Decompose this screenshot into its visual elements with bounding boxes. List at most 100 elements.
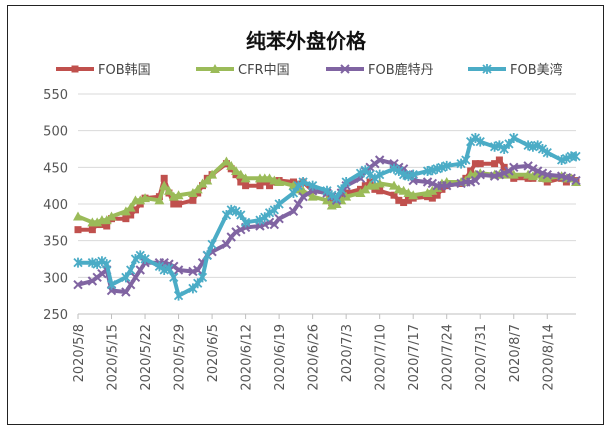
data-point xyxy=(523,161,533,171)
legend-marker xyxy=(71,65,79,73)
chart-frame: 纯苯外盘价格 FOB韩国 CFR中国 FOB鹿特丹 FOB美湾 550 500 450 40… xyxy=(7,5,604,425)
data-point xyxy=(428,194,436,202)
data-point xyxy=(120,206,131,216)
data-point xyxy=(360,184,371,194)
data-point xyxy=(240,217,251,228)
data-point xyxy=(442,160,452,171)
data-point xyxy=(288,206,299,217)
data-point xyxy=(221,156,232,166)
data-point xyxy=(375,169,385,180)
data-point xyxy=(471,160,479,168)
legend-item-4: FOB美湾 xyxy=(468,62,563,78)
data-point xyxy=(508,169,519,179)
y-tick-label: 250 xyxy=(43,308,68,323)
data-point xyxy=(173,190,184,200)
data-point xyxy=(288,188,299,198)
data-point xyxy=(376,187,384,195)
data-point xyxy=(566,173,576,184)
x-tick-label: 2020/5/8 xyxy=(72,324,87,382)
data-point xyxy=(102,259,112,270)
data-point xyxy=(173,265,184,275)
data-point xyxy=(125,202,136,212)
data-point xyxy=(101,215,112,225)
data-point xyxy=(509,133,519,143)
data-point xyxy=(135,265,145,275)
data-point xyxy=(495,156,503,164)
data-point xyxy=(274,213,284,224)
data-point xyxy=(500,163,508,171)
data-point xyxy=(236,210,246,220)
data-point xyxy=(298,185,309,195)
data-point xyxy=(140,254,150,264)
data-point xyxy=(491,160,499,168)
y-tick-label: 450 xyxy=(43,161,68,176)
data-point xyxy=(207,169,218,179)
legend-label: FOB美湾 xyxy=(510,62,563,78)
x-tick-label: 2020/7/3 xyxy=(340,324,355,382)
data-point xyxy=(499,168,509,178)
data-point xyxy=(202,250,212,261)
data-point xyxy=(202,175,213,185)
y-tick-label: 300 xyxy=(43,271,68,286)
data-point xyxy=(542,173,553,183)
data-point xyxy=(74,226,82,234)
data-point xyxy=(193,265,203,275)
data-point xyxy=(221,239,232,250)
data-point xyxy=(160,174,168,182)
data-point xyxy=(389,180,400,190)
data-point xyxy=(126,265,136,275)
x-tick-label: 2020/7/24 xyxy=(441,324,456,391)
legend-label: CFR中国 xyxy=(238,63,290,78)
legend-label: FOB鹿特丹 xyxy=(368,62,434,78)
data-point xyxy=(307,191,318,201)
data-point xyxy=(73,279,83,290)
x-tick-label: 2020/7/17 xyxy=(407,324,422,391)
data-point xyxy=(231,227,241,237)
legend-marker xyxy=(340,64,350,74)
x-tick-label: 2020/5/15 xyxy=(106,324,121,391)
legend-marker xyxy=(210,64,220,73)
data-point xyxy=(274,177,285,186)
data-point xyxy=(266,182,274,190)
data-point xyxy=(542,147,552,158)
data-point xyxy=(236,224,246,235)
data-point xyxy=(298,191,308,202)
data-point xyxy=(98,221,106,229)
data-point xyxy=(122,215,130,223)
data-point xyxy=(400,199,408,207)
x-tick-label: 2020/8/14 xyxy=(541,324,556,391)
data-point xyxy=(438,185,446,193)
data-point xyxy=(433,191,441,199)
legend: FOB韩国 CFR中国 FOB鹿特丹 FOB美湾 xyxy=(56,62,563,78)
data-point xyxy=(164,263,174,274)
legend-item-1: FOB韩国 xyxy=(56,63,151,78)
data-point xyxy=(125,279,136,290)
data-point xyxy=(395,196,403,204)
data-point xyxy=(197,178,208,188)
line-chart: 纯苯外盘价格 FOB韩国 CFR中国 FOB鹿特丹 FOB美湾 550 500 450 40… xyxy=(43,29,581,391)
data-point xyxy=(293,199,303,209)
x-tick-label: 2020/6/26 xyxy=(307,324,322,391)
x-axis: 2020/5/8 2020/5/15 2020/5/22 2020/5/29 2020/… xyxy=(72,313,576,391)
data-point xyxy=(408,169,418,180)
data-point xyxy=(256,182,264,190)
y-tick-label: 350 xyxy=(43,235,68,250)
x-tick-label: 2020/6/19 xyxy=(273,324,288,391)
data-point xyxy=(461,155,471,165)
data-point xyxy=(106,211,117,221)
data-point xyxy=(121,272,131,283)
data-point xyxy=(571,175,581,186)
plot-area xyxy=(73,133,581,301)
data-point xyxy=(341,191,352,201)
data-point xyxy=(175,200,183,208)
x-tick-label: 2020/7/31 xyxy=(474,324,489,391)
series-4 xyxy=(73,133,581,301)
data-point xyxy=(476,160,484,168)
data-point xyxy=(542,169,552,180)
data-point xyxy=(355,188,366,197)
data-point xyxy=(189,196,197,204)
x-tick-label: 2020/8/7 xyxy=(508,324,523,382)
data-point xyxy=(571,151,581,162)
legend-item-2: CFR中国 xyxy=(196,63,290,78)
data-point xyxy=(298,177,308,187)
